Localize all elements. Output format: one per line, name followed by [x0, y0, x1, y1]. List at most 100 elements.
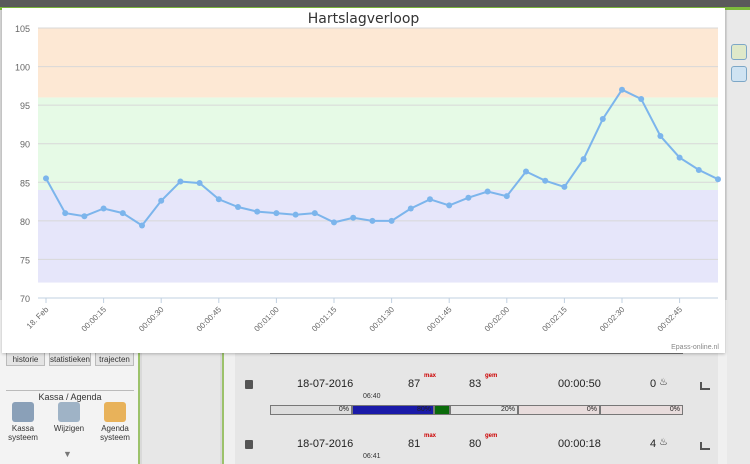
x-tick-label: 00:02:00: [483, 305, 512, 334]
row-max-value: 81: [408, 438, 421, 450]
data-point: [311, 210, 318, 217]
row-avg-label: gem: [485, 373, 498, 379]
x-tick-label: 00:02:30: [598, 305, 627, 334]
data-point: [580, 156, 587, 163]
edit-register-icon: [58, 402, 80, 422]
data-point: [158, 197, 165, 204]
row-date: 18-07-2016: [297, 378, 354, 390]
section-label: Kassa / Agenda: [38, 392, 102, 402]
row-time: 06:40: [363, 393, 381, 400]
row-max-value: 87: [408, 378, 421, 390]
heart-rate-chart: 70 75 80 85 90 95 100 105 18. Feb 00:00:15 00:00:3…: [15, 24, 721, 334]
expand-chevron-icon[interactable]: ▼: [63, 449, 72, 459]
row-duration: 00:00:18: [558, 438, 601, 450]
data-point: [407, 205, 414, 212]
tile-label: Agenda systeem: [100, 424, 130, 442]
plot-band: [38, 28, 718, 98]
row-time: 06:41: [363, 453, 381, 460]
nav-row: historie statistieken trajecten: [6, 352, 134, 366]
zone-bar-segment: 0%: [518, 405, 600, 415]
session-table: [235, 344, 718, 464]
row-count: 0: [650, 378, 657, 390]
data-point: [715, 176, 721, 183]
flame-icon: ♨: [659, 377, 668, 388]
data-point: [638, 95, 645, 102]
tile-agenda-systeem[interactable]: Agenda systeem: [98, 402, 132, 446]
toolbar-blue-icon[interactable]: [731, 66, 747, 82]
data-point: [599, 116, 606, 123]
row-avg-label: gem: [485, 433, 498, 439]
data-point: [484, 188, 491, 195]
tile-label: Kassa systeem: [8, 424, 38, 442]
x-tick-label: 00:02:45: [656, 305, 685, 334]
y-tick-label: 90: [20, 140, 30, 150]
section-divider: [6, 390, 134, 391]
zone-bar-segment: 20%: [450, 405, 518, 415]
data-point: [465, 194, 472, 201]
x-tick-label: 18. Feb: [25, 305, 51, 331]
x-tick-label: 00:00:30: [137, 305, 166, 334]
data-point: [523, 168, 529, 175]
y-tick-label: 70: [20, 294, 30, 304]
x-tick-label: 00:01:30: [368, 305, 397, 334]
data-point: [503, 193, 510, 200]
toolbar-green-icon[interactable]: [731, 44, 747, 60]
data-point: [43, 175, 49, 182]
tile-kassa-systeem[interactable]: Kassa systeem: [6, 402, 40, 446]
data-point: [446, 202, 453, 209]
y-tick-label: 75: [20, 255, 30, 265]
table-row[interactable]: 18-07-2016 06:40 87 max 83 gem 00:00:50 …: [235, 370, 718, 400]
data-point: [676, 154, 683, 161]
calendar-icon: [104, 402, 126, 422]
data-point: [695, 166, 702, 173]
data-point: [542, 177, 549, 184]
zone-bar-segment: 0%: [600, 405, 683, 415]
trash-icon[interactable]: [245, 380, 253, 389]
chart-credit[interactable]: Epass-online.nl: [671, 344, 719, 351]
tile-wijzigen[interactable]: Wijzigen: [52, 402, 86, 446]
stats-icon[interactable]: [700, 382, 710, 390]
tile-label: Wijzigen: [53, 424, 85, 433]
y-tick-label: 85: [20, 178, 30, 188]
data-point: [177, 178, 184, 185]
row-avg-value: 80: [469, 438, 482, 450]
data-point: [657, 133, 664, 139]
app-top-bar: [0, 0, 750, 7]
heart-rate-chart-modal[interactable]: Hartslagverloop 70 75 80 85 90 95 100 105 18. Fe…: [2, 8, 725, 353]
data-point: [196, 180, 203, 187]
zone-bar-segment: 0%: [270, 405, 352, 415]
data-point: [388, 217, 395, 224]
data-point: [273, 210, 280, 217]
data-point: [62, 210, 69, 217]
nav-trajecten-button[interactable]: trajecten: [95, 352, 134, 366]
data-point: [119, 210, 126, 217]
stats-icon[interactable]: [700, 442, 710, 450]
zone-bar-segment: [434, 405, 450, 415]
data-point: [100, 205, 107, 212]
chart-title: Hartslagverloop: [307, 11, 420, 27]
data-point: [350, 214, 357, 221]
right-sidebar: [727, 10, 750, 464]
flame-icon: ♨: [659, 437, 668, 448]
nav-historie-button[interactable]: historie: [6, 352, 45, 366]
y-tick-label: 80: [20, 217, 30, 227]
x-tick-label: 00:01:15: [310, 305, 339, 334]
data-point: [331, 219, 337, 226]
table-row[interactable]: 18-07-2016 06:41 81 max 80 gem 00:00:18 …: [235, 430, 718, 460]
row-duration: 00:00:50: [558, 378, 601, 390]
row-avg-value: 83: [469, 378, 482, 390]
series-line: [45, 88, 719, 227]
trash-icon[interactable]: [245, 440, 253, 449]
y-tick-label: 105: [15, 24, 30, 34]
row-max-label: max: [424, 433, 437, 439]
data-point: [619, 86, 625, 93]
data-point: [235, 203, 241, 210]
row-count: 4: [650, 438, 657, 450]
data-point: [427, 196, 433, 203]
data-point: [292, 211, 299, 218]
x-tick-label: 00:02:15: [540, 305, 569, 334]
x-tick-label: 00:01:00: [252, 305, 281, 334]
x-tick-label: 00:01:45: [425, 305, 454, 334]
plot-band: [38, 190, 718, 283]
nav-statistieken-button[interactable]: statistieken: [48, 352, 92, 366]
